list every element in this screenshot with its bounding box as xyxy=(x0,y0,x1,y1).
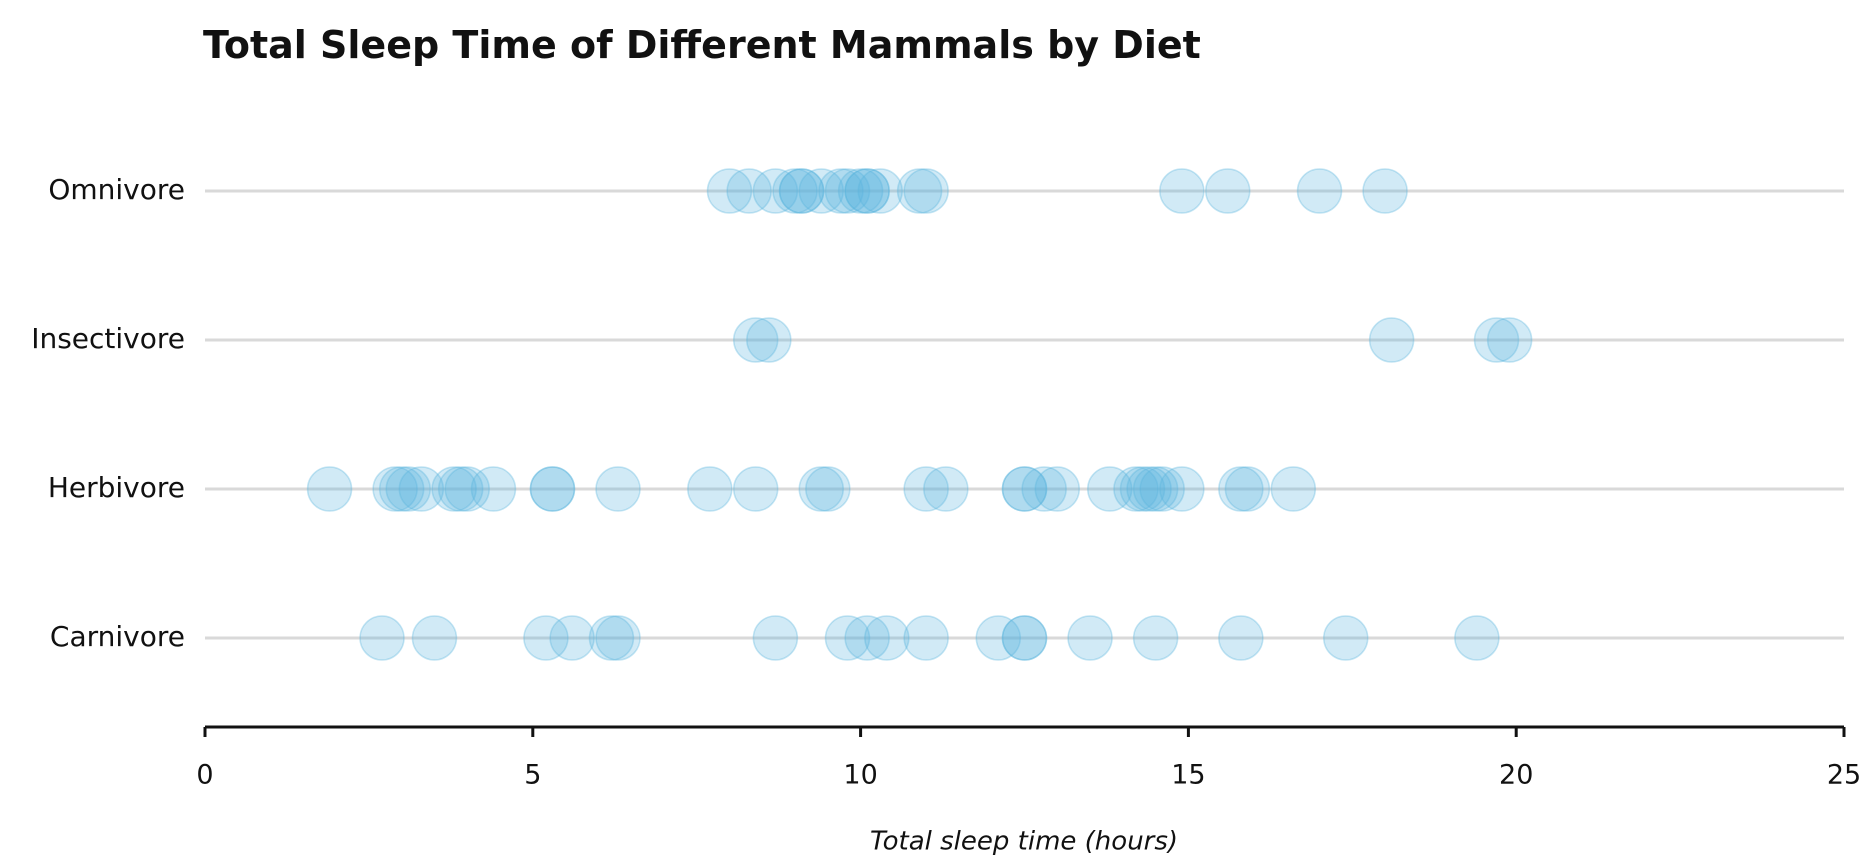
point xyxy=(1021,466,1067,512)
point xyxy=(1139,466,1185,512)
point xyxy=(595,466,641,512)
point xyxy=(1218,615,1264,661)
point xyxy=(857,168,904,214)
point xyxy=(1067,615,1113,661)
point xyxy=(1119,466,1166,512)
point xyxy=(1001,615,1048,661)
point xyxy=(805,466,851,512)
point xyxy=(398,466,445,512)
point xyxy=(824,168,871,214)
point xyxy=(1159,168,1205,214)
point xyxy=(306,466,353,512)
point xyxy=(411,615,458,661)
point xyxy=(726,168,772,214)
x-tick-label: 15 xyxy=(1171,760,1205,791)
point xyxy=(1159,466,1205,512)
point xyxy=(837,168,884,214)
point xyxy=(1296,168,1343,214)
point xyxy=(1454,615,1500,661)
point xyxy=(1132,466,1179,512)
point xyxy=(1126,466,1172,512)
point xyxy=(1224,466,1271,512)
point xyxy=(385,466,431,512)
point xyxy=(903,466,949,512)
point xyxy=(798,466,845,512)
point xyxy=(896,168,943,214)
x-tick-label: 0 xyxy=(196,760,213,791)
point xyxy=(798,168,845,214)
point xyxy=(752,168,799,214)
point xyxy=(844,168,890,214)
chart-title: Total Sleep Time of Different Mammals by… xyxy=(203,23,1201,67)
point xyxy=(1001,466,1048,512)
point xyxy=(431,466,477,512)
point xyxy=(1218,466,1264,512)
x-tick-label: 10 xyxy=(843,760,877,791)
point xyxy=(1362,168,1408,214)
point xyxy=(1204,168,1251,214)
point xyxy=(1034,466,1081,512)
point xyxy=(1270,466,1317,512)
point xyxy=(818,168,864,214)
point xyxy=(1473,317,1520,363)
point xyxy=(372,466,418,512)
point xyxy=(923,466,969,512)
point xyxy=(903,615,949,661)
point xyxy=(1322,615,1369,661)
point xyxy=(732,466,779,512)
point xyxy=(824,615,871,661)
point xyxy=(359,615,405,661)
point xyxy=(752,615,799,661)
point xyxy=(687,466,733,512)
point xyxy=(864,615,910,661)
x-tick-label: 25 xyxy=(1827,760,1861,791)
point xyxy=(903,168,949,214)
point xyxy=(778,168,825,214)
y-tick-label: Insectivore xyxy=(31,322,185,355)
x-tick-label: 20 xyxy=(1499,760,1533,791)
point xyxy=(706,168,753,214)
point xyxy=(549,615,595,661)
point xyxy=(378,466,425,512)
point xyxy=(1086,466,1133,512)
point xyxy=(444,466,490,512)
point xyxy=(1132,615,1179,661)
y-tick-label: Omnivore xyxy=(48,173,185,206)
y-tick-label: Carnivore xyxy=(50,620,185,653)
point xyxy=(1486,317,1533,363)
point xyxy=(437,466,484,512)
point xyxy=(1001,615,1048,661)
point xyxy=(1368,317,1415,363)
point xyxy=(529,466,576,512)
point xyxy=(595,615,641,661)
x-tick-label: 5 xyxy=(524,760,541,791)
point xyxy=(1001,466,1048,512)
point xyxy=(732,317,779,363)
point xyxy=(975,615,1022,661)
point xyxy=(470,466,517,512)
point xyxy=(529,466,576,512)
x-axis-label: Total sleep time (hours) xyxy=(870,827,1178,857)
point xyxy=(844,615,890,661)
point xyxy=(523,615,569,661)
point xyxy=(778,168,825,214)
y-tick-label: Herbivore xyxy=(48,471,185,504)
point xyxy=(1113,466,1159,512)
point xyxy=(746,317,792,363)
point xyxy=(844,168,890,214)
point xyxy=(772,168,818,214)
point xyxy=(588,615,635,661)
